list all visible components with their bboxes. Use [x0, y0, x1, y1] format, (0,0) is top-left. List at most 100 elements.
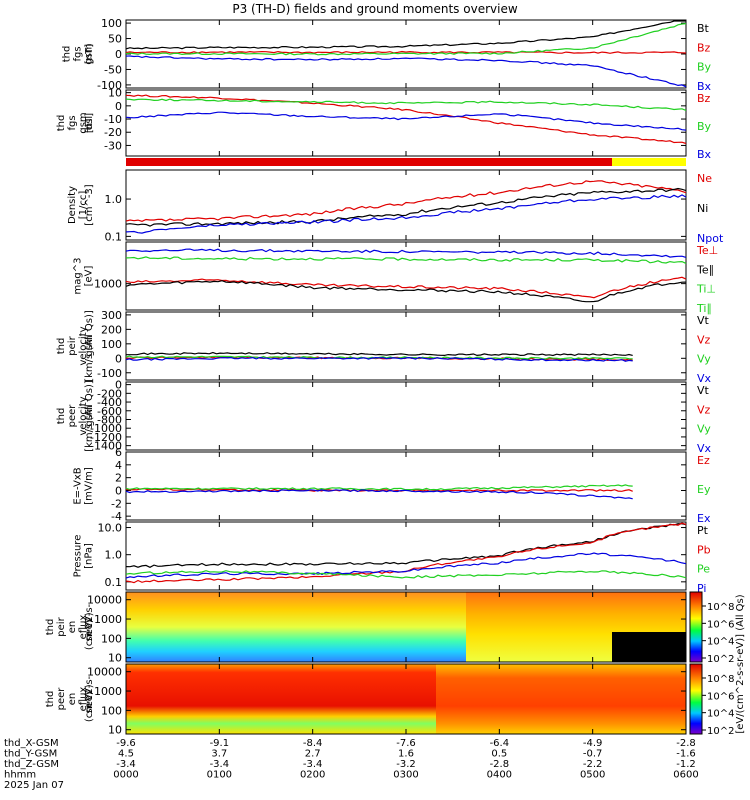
ephemeris-value: -1.2: [676, 759, 696, 770]
ephemeris-value: -9.6: [116, 738, 136, 749]
plot-title: P3 (TH-D) fields and ground moments over…: [232, 2, 518, 16]
ephemeris-value: -8.4: [303, 738, 323, 749]
panel-density: 1.0 0.1 Density [1/cc][cm^-3] Ne Ni Npot: [67, 169, 724, 245]
legend-bt: Bt: [697, 22, 710, 35]
colorbar-tick-label: 10^8: [707, 674, 734, 685]
series-fgs_gsm-bx: [125, 55, 687, 88]
ytick-label: 50: [108, 33, 122, 46]
ephemeris-label-thd-x-gsm: thd_X-GSM: [4, 738, 59, 749]
panel-peir_spec: 10000 1000 100 10 thd peir en efluxeV/(cm^2-s-s…: [45, 591, 687, 665]
ylabel-line: gsm: [84, 43, 95, 64]
ylabel-line: thd: [56, 338, 67, 355]
xtick-time-label: 0600: [673, 770, 698, 781]
ytick-label: -30: [104, 139, 122, 152]
ytick-label: 10000: [87, 594, 122, 607]
ylabel-line: [nT]: [84, 113, 95, 133]
ytick-label: -100: [97, 367, 122, 380]
legend-pb: Pb: [697, 543, 711, 556]
panel-frame: [125, 381, 687, 451]
ephemeris-value: -9.1: [210, 738, 230, 749]
series-density-ne: [125, 180, 687, 222]
ylabel-line: [cm^-3]: [84, 184, 95, 225]
ylabel-line: (cm^2-s-: [84, 603, 95, 650]
mode-bar-yellow: [612, 158, 686, 166]
ylabel-line: eflux: [78, 687, 89, 712]
ytick-label: 0: [115, 48, 122, 61]
colorbar-tick-label: 10^8: [707, 602, 734, 613]
ylabel-line: [mV/m]: [84, 467, 95, 505]
ephemeris-value: -3.4: [210, 759, 230, 770]
ytick-label: 0.1: [105, 576, 123, 589]
legend-vt: Vt: [697, 314, 710, 327]
ephemeris-value: -0.7: [583, 749, 603, 760]
series-density-ni: [125, 187, 687, 227]
ytick-label: 100: [101, 704, 122, 717]
series-fgs_gse-bz: [125, 94, 687, 145]
series-efield-ey: [125, 484, 633, 491]
ylabel-line: Density: [67, 186, 78, 224]
ytick-label: 100: [101, 338, 122, 351]
ylabel-line: gsm: [78, 112, 89, 133]
ephemeris-value: 2.7: [305, 749, 321, 760]
panel-pressure: 10.0 1.0 0.1 Pressure [nPa] Pt Pb Pe Pi: [73, 521, 711, 595]
ylabel-line: [nPa]: [84, 543, 95, 569]
legend-by: By: [697, 61, 712, 74]
series-pressure-pt: [125, 523, 687, 568]
ephemeris-label-2025-jan-07: 2025 Jan 07: [4, 780, 64, 791]
ylabel-line: gsm: [84, 335, 95, 356]
ylabel-line: [nT]: [84, 44, 95, 64]
ytick-label: -20: [104, 126, 122, 139]
panel-temp: 1000 mag^3 [eV] Te⊥ Te∥ Ti⊥ Ti∥: [73, 241, 718, 315]
ylabel-line: fgs: [73, 46, 84, 61]
legend-bx: Bx: [697, 80, 712, 93]
xtick-time-label: 0500: [580, 770, 605, 781]
ytick-label: 10: [108, 724, 122, 737]
ephemeris-value: 1.6: [398, 749, 414, 760]
xtick-time-label: 0200: [300, 770, 325, 781]
colorbar-scale: [689, 663, 703, 735]
ylabel-line: eV/: [84, 690, 95, 707]
ylabel-line: eflux: [78, 615, 89, 640]
series-fgs_gse-by: [125, 98, 687, 111]
legend-te: Te⊥: [696, 244, 718, 257]
xtick-time-label: 0000: [113, 770, 138, 781]
ephemeris-value: -2.2: [583, 759, 603, 770]
ytick-label: -100: [97, 79, 122, 92]
series-pressure-pe: [125, 552, 687, 579]
legend-vx: Vx: [697, 442, 712, 455]
legend-te: Te∥: [696, 263, 714, 276]
series-temp-te: [125, 280, 687, 303]
colorbar-2: 10^8 10^6 10^4 10^2: [689, 663, 734, 737]
xtick-time-label: 0300: [393, 770, 418, 781]
mode-bar-red: [126, 158, 612, 166]
ylabel-line: thd: [45, 691, 56, 708]
ytick-label: 0: [115, 379, 122, 392]
ytick-label: -1200: [90, 431, 122, 444]
ephemeris-value: -7.6: [396, 738, 416, 749]
ytick-label: 100: [101, 632, 122, 645]
electron-spectrogram-late: [436, 664, 686, 734]
ylabel-line: (cm^2-s-: [84, 675, 95, 722]
ytick-label: 200: [101, 323, 122, 336]
legend-vy: Vy: [697, 423, 711, 436]
ephemeris-value: -3.4: [116, 759, 136, 770]
series-density-npot: [125, 194, 687, 234]
ylabel-line: thd: [56, 115, 67, 132]
panel-frame: [125, 521, 687, 591]
legend-by: By: [697, 120, 712, 133]
ytick-label: -600: [97, 405, 122, 418]
ytick-label: -1400: [90, 440, 122, 453]
legend-bz: Bz: [697, 92, 711, 105]
legend-ey: Ey: [697, 483, 711, 496]
ytick-label: -1000: [90, 422, 122, 435]
series-temp-ti: [125, 248, 687, 258]
ytick-label: -4: [111, 510, 122, 523]
colorbar-tick-label: 10^6: [707, 619, 734, 630]
ephemeris-value: 3.7: [211, 749, 227, 760]
xtick-time-label: 0400: [487, 770, 512, 781]
ylabel-line: peer: [67, 404, 78, 428]
legend-vx: Vx: [697, 372, 712, 385]
ephemeris-value: -2.8: [676, 738, 696, 749]
